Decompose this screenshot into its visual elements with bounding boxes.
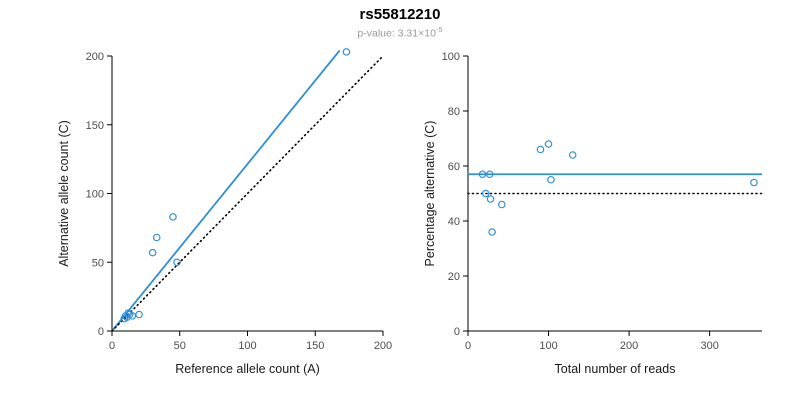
y-tick-label: 60 <box>448 161 460 173</box>
x-tick-label: 300 <box>700 340 718 352</box>
data-point <box>750 178 758 187</box>
fitted-line <box>111 49 341 332</box>
data-point <box>169 213 177 221</box>
data-point <box>173 258 181 267</box>
pvalue-label: p-value: 3.31×10-5 <box>0 25 800 40</box>
y-tick-label: 150 <box>86 120 104 132</box>
y-tick-label: 0 <box>454 326 460 338</box>
x-tick-label: 50 <box>174 340 186 352</box>
data-point <box>536 145 545 154</box>
data-point <box>481 189 490 198</box>
x-tick-label: 0 <box>465 340 471 352</box>
x-tick-label: 150 <box>306 340 324 352</box>
data-point <box>152 233 161 242</box>
data-point <box>498 200 506 209</box>
x-tick-label: 200 <box>374 340 392 352</box>
percentage-vs-reads-panel: 0 100 200 300 0 20 40 60 80 100 Total number of re… <box>423 51 763 376</box>
allele-counts-panel: 0 50 100 150 200 0 50 100 150 200 Reference allele… <box>57 48 392 376</box>
y-tick-label: 100 <box>442 51 460 63</box>
x-axis-title: Reference allele count (A) <box>175 362 320 376</box>
x-tick-label: 100 <box>238 340 256 352</box>
identity-line <box>111 55 384 332</box>
pvalue-exponent: -5 <box>435 25 443 34</box>
y-tick-label: 100 <box>86 189 104 201</box>
x-tick-label: 100 <box>539 340 557 352</box>
chart-title: rs55812210 <box>359 6 441 23</box>
chart-header: rs55812210 p-value: 3.31×10-5 <box>0 6 800 40</box>
y-tick-label: 40 <box>448 216 460 228</box>
x-tick-label: 200 <box>620 340 638 352</box>
y-tick-label: 50 <box>92 257 104 269</box>
data-point <box>342 48 351 56</box>
data-point <box>547 175 555 184</box>
data-point <box>135 310 143 319</box>
data-point <box>544 140 553 148</box>
data-point <box>488 228 496 236</box>
y-tick-label: 200 <box>86 51 104 63</box>
y-axis-title: Alternative allele count (C) <box>57 120 71 267</box>
x-axis-title: Total number of reads <box>555 362 676 376</box>
data-point <box>486 195 495 203</box>
x-tick-label: 0 <box>109 340 115 352</box>
y-axis-title: Percentage alternative (C) <box>423 121 437 267</box>
y-tick-label: 0 <box>98 326 104 338</box>
data-point <box>485 170 494 179</box>
y-tick-label: 20 <box>448 271 460 283</box>
y-tick-label: 80 <box>448 106 460 118</box>
data-point <box>478 170 487 179</box>
data-point <box>148 248 157 257</box>
data-point <box>128 312 137 320</box>
pvalue-base: p-value: 3.31×10 <box>357 27 436 40</box>
data-point <box>568 151 577 159</box>
